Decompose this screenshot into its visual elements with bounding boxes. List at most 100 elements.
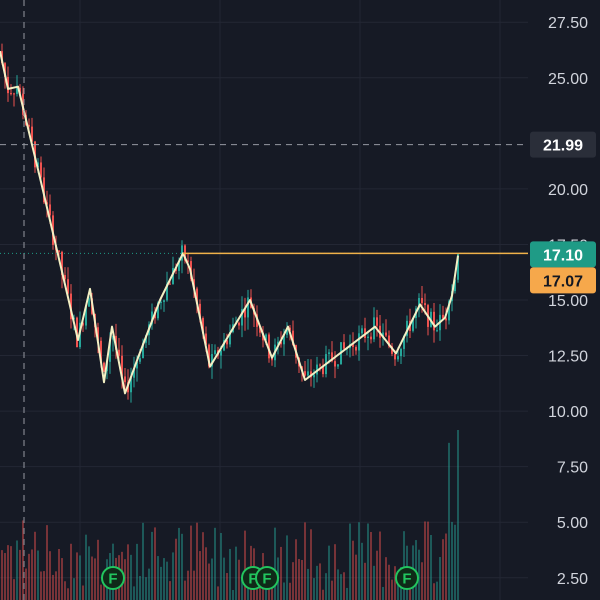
candle-body: [316, 364, 318, 375]
volume-bar: [385, 557, 387, 600]
volume-bar: [376, 550, 378, 600]
volume-bar: [316, 565, 318, 600]
zigzag-overlay: [0, 50, 459, 395]
candle-body: [268, 334, 270, 359]
crosshair-price-tag-text: 21.99: [543, 138, 583, 155]
volume-bar: [139, 575, 141, 600]
candle-body: [406, 320, 408, 336]
candle-body: [400, 348, 402, 357]
volume-bar: [67, 588, 69, 600]
volume-bar: [55, 571, 57, 600]
candle-body: [358, 333, 360, 351]
volume-bar: [43, 571, 45, 600]
volume-bar: [181, 533, 183, 600]
y-tick-label: 12.50: [548, 349, 588, 366]
volume-bar: [127, 544, 129, 600]
volume-bar: [379, 531, 381, 600]
candle-body: [64, 275, 66, 280]
volume-bar: [28, 553, 30, 600]
candle-body: [304, 371, 306, 376]
volume-bar: [418, 549, 420, 600]
volume-bar: [79, 555, 81, 600]
last-price-tag-text: 17.10: [543, 247, 583, 264]
volume-bar: [307, 568, 309, 600]
volume-bar: [76, 552, 78, 600]
volume-bar: [370, 531, 372, 600]
candle-body: [355, 346, 357, 351]
candle-body: [280, 341, 282, 345]
volume-bar: [16, 540, 18, 600]
y-tick-label: 10.00: [548, 404, 588, 421]
volume-bar: [73, 578, 75, 600]
candle-body: [49, 204, 51, 216]
candle-body: [229, 332, 231, 345]
volume-bar: [103, 576, 105, 600]
volume-bar: [160, 566, 162, 600]
candle-body: [82, 322, 84, 326]
volume-bar: [130, 554, 132, 600]
candle-body: [334, 361, 336, 367]
volume-bar: [31, 549, 33, 600]
candle-body: [361, 328, 363, 334]
candle-body: [43, 177, 45, 203]
candle-body: [208, 344, 210, 367]
volume-bar: [292, 562, 294, 600]
candle-body: [283, 334, 285, 345]
event-marker-2[interactable]: F: [255, 566, 279, 590]
volume-bar: [124, 559, 126, 600]
volume-bar: [10, 546, 12, 600]
candle-body: [100, 340, 102, 363]
event-marker-3[interactable]: F: [395, 566, 419, 590]
candle-body: [424, 303, 426, 306]
volume-bar: [94, 558, 96, 600]
candle-body: [220, 350, 222, 356]
volume-bar: [163, 558, 165, 600]
volume-bar: [229, 548, 231, 600]
volume-bar: [424, 521, 426, 600]
candle-body: [322, 365, 324, 375]
candle-body: [376, 317, 378, 326]
volume-bar: [91, 556, 93, 600]
candle-body: [97, 327, 99, 341]
candle-body: [109, 339, 111, 362]
volume-bar: [247, 588, 249, 600]
volume-bar: [325, 573, 327, 600]
candle-body: [73, 317, 75, 320]
candle-body: [28, 124, 30, 127]
candle-body: [40, 162, 42, 178]
candle-body: [289, 327, 291, 331]
candle-body: [10, 93, 12, 95]
volume-bar: [313, 578, 315, 600]
candle-body: [166, 283, 168, 301]
candle-body: [313, 374, 315, 378]
candle-body: [445, 318, 447, 321]
volume-bar: [232, 589, 234, 600]
volume-bar: [25, 568, 27, 600]
candle-body: [214, 350, 216, 355]
volume-bar: [352, 540, 354, 600]
candle-body: [223, 340, 225, 351]
reference-lines: [0, 0, 528, 600]
candle-body: [196, 288, 198, 304]
candle-body: [244, 309, 246, 318]
volume-bar: [166, 561, 168, 600]
candle-body: [328, 352, 330, 355]
volume-bar: [136, 543, 138, 600]
y-tick-label: 5.00: [557, 515, 588, 532]
volume-bar: [259, 586, 261, 600]
event-marker-0[interactable]: F: [101, 566, 125, 590]
volume-bar: [328, 545, 330, 600]
candle-body: [442, 314, 444, 319]
volume-bar: [304, 522, 306, 600]
candle-body: [238, 322, 240, 326]
volume-bar: [310, 529, 312, 600]
volume-bar: [97, 539, 99, 600]
candle-body: [388, 335, 390, 347]
candle-body: [226, 340, 228, 345]
volume-bar: [175, 538, 177, 600]
volume-bar: [214, 527, 216, 600]
volume-bar: [421, 562, 423, 600]
candle-body: [337, 364, 339, 367]
